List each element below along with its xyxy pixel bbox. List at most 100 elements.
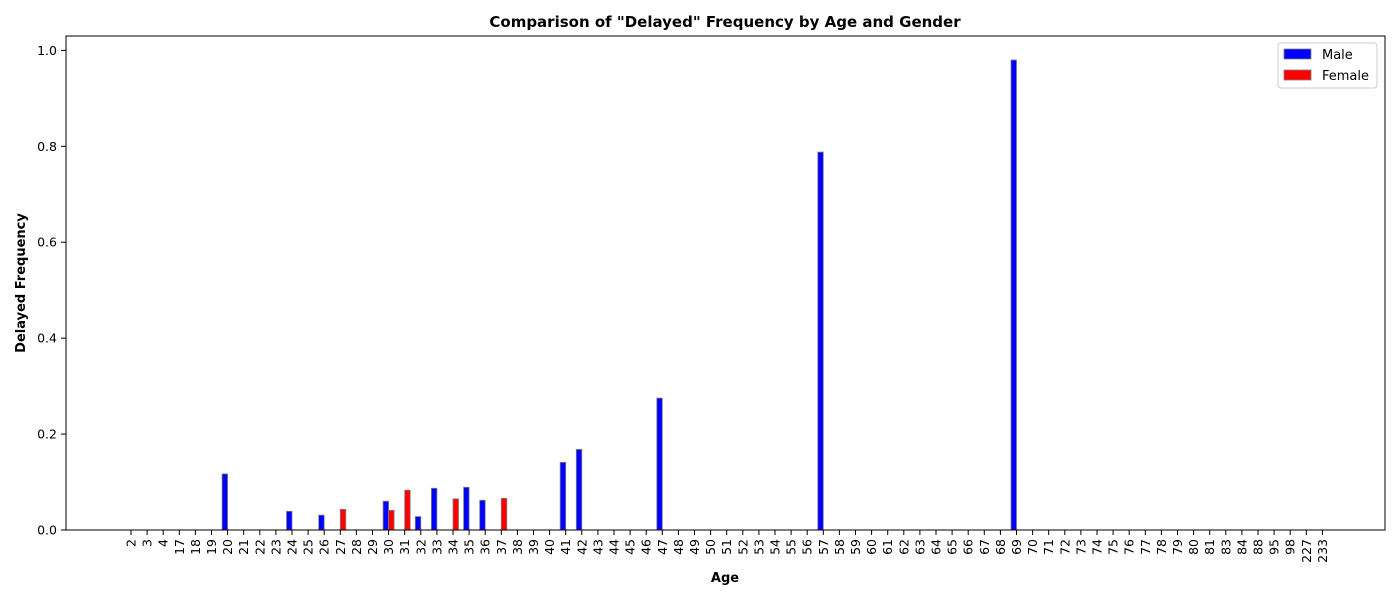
x-tick-label: 47	[655, 539, 670, 555]
y-tick-label: 0.0	[37, 523, 57, 538]
bar-female-31	[404, 489, 411, 531]
x-tick-label: 72	[1057, 539, 1072, 555]
legend-swatch-female	[1283, 69, 1312, 81]
x-tick-label: 37	[494, 539, 509, 555]
x-tick-label: 227	[1299, 539, 1314, 563]
x-axis: 2 3 4 17 18 19 20 21 22 23 24 25 26 27 28 29 30 31 32 33 34 3…	[124, 530, 1330, 563]
x-tick-label: 68	[993, 539, 1008, 555]
x-tick-label: 22	[252, 539, 267, 555]
plot-frame	[65, 35, 1386, 531]
x-tick-label: 233	[1315, 539, 1330, 563]
x-tick-label: 77	[1138, 539, 1153, 555]
bar-male-69	[1010, 59, 1017, 531]
x-tick-label: 51	[719, 539, 734, 555]
chart-title: Comparison of "Delayed" Frequency by Age…	[489, 13, 961, 31]
x-tick-label: 59	[848, 539, 863, 555]
y-axis: 0.0 0.2 0.4 0.6 0.8 1.0	[37, 43, 66, 538]
x-tick-label: 48	[671, 539, 686, 555]
x-tick-label: 67	[977, 539, 992, 555]
bar-male-32	[414, 516, 422, 531]
x-tick-label: 60	[864, 539, 879, 555]
legend-label-male: Male	[1322, 48, 1353, 63]
x-tick-label: 34	[446, 539, 461, 555]
legend-swatch-male	[1283, 48, 1312, 60]
x-tick-label: 36	[478, 539, 493, 555]
bar-male-36	[479, 499, 486, 531]
x-tick-label: 69	[1009, 539, 1024, 555]
x-tick-label: 76	[1122, 539, 1137, 555]
x-tick-label: 80	[1186, 539, 1201, 555]
x-tick-label: 71	[1041, 539, 1056, 555]
bar-male-33	[430, 487, 438, 531]
x-tick-label: 41	[558, 539, 573, 555]
x-tick-label: 88	[1251, 539, 1266, 555]
bar-male-42	[575, 449, 583, 531]
x-tick-label: 40	[542, 539, 557, 555]
x-tick-label: 30	[381, 539, 396, 555]
x-tick-label: 19	[204, 539, 219, 555]
x-tick-label: 4	[156, 539, 171, 547]
bar-female-34	[452, 498, 459, 531]
bar-male-20	[221, 473, 229, 531]
bar-male-47	[656, 397, 663, 531]
x-tick-label: 2	[124, 539, 139, 547]
x-tick-label: 43	[590, 539, 605, 555]
legend-label-female: Female	[1322, 69, 1369, 84]
x-tick-label: 27	[333, 539, 348, 555]
x-tick-label: 79	[1170, 539, 1185, 555]
x-tick-label: 56	[800, 539, 815, 555]
y-tick-label: 0.6	[37, 235, 57, 250]
x-tick-label: 66	[961, 539, 976, 555]
x-tick-label: 42	[574, 539, 589, 555]
y-tick-label: 0.8	[37, 139, 57, 154]
y-tick-label: 0.2	[37, 427, 57, 442]
x-tick-label: 58	[832, 539, 847, 555]
x-tick-label: 54	[768, 539, 783, 555]
x-tick-label: 32	[413, 539, 428, 555]
bars-layer	[221, 59, 1017, 531]
x-tick-label: 18	[188, 539, 203, 555]
x-tick-label: 26	[317, 539, 332, 555]
bar-male-24	[286, 510, 293, 531]
x-tick-label: 83	[1218, 539, 1233, 555]
x-axis-title: Age	[711, 571, 739, 586]
y-axis-title: Delayed Frequency	[14, 213, 29, 353]
x-tick-label: 44	[607, 539, 622, 555]
x-tick-label: 17	[172, 539, 187, 555]
bar-male-30	[382, 500, 390, 531]
y-tick-label: 0.4	[37, 331, 57, 346]
x-tick-label: 64	[929, 539, 944, 555]
x-tick-label: 33	[429, 539, 444, 555]
bar-male-26	[318, 514, 325, 531]
x-tick-label: 61	[880, 539, 895, 555]
x-tick-label: 57	[816, 539, 831, 555]
x-tick-label: 52	[735, 539, 750, 555]
x-tick-label: 84	[1234, 539, 1249, 555]
x-tick-label: 95	[1267, 539, 1282, 555]
bar-female-30	[388, 509, 395, 531]
legend: Male Female	[1277, 42, 1378, 89]
x-tick-label: 46	[639, 539, 654, 555]
x-tick-label: 24	[285, 539, 300, 555]
bar-male-41	[559, 461, 567, 531]
x-tick-label: 73	[1073, 539, 1088, 555]
x-tick-label: 70	[1025, 539, 1040, 555]
x-tick-label: 78	[1154, 539, 1169, 555]
x-tick-label: 75	[1106, 539, 1121, 555]
bar-male-35	[463, 486, 470, 531]
x-tick-label: 29	[365, 539, 380, 555]
bar-female-27	[339, 508, 347, 531]
x-tick-label: 63	[912, 539, 927, 555]
x-tick-label: 74	[1090, 539, 1105, 555]
x-tick-label: 28	[349, 539, 364, 555]
x-tick-label: 3	[140, 539, 155, 547]
x-tick-label: 81	[1202, 539, 1217, 555]
bar-female-37	[500, 497, 508, 531]
x-tick-label: 62	[896, 539, 911, 555]
x-tick-label: 38	[510, 539, 525, 555]
x-tick-label: 20	[220, 539, 235, 555]
x-tick-label: 53	[751, 539, 766, 555]
x-tick-label: 39	[526, 539, 541, 555]
x-tick-label: 49	[687, 539, 702, 555]
